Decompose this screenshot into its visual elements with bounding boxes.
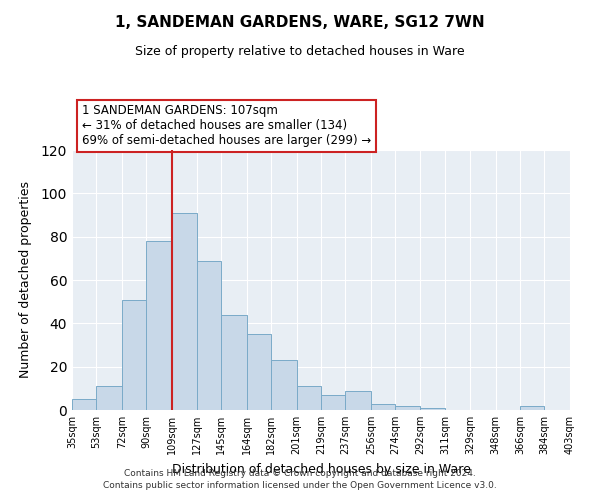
Bar xyxy=(97,386,122,410)
Text: Contains HM Land Registry data © Crown copyright and database right 2024.
Contai: Contains HM Land Registry data © Crown c… xyxy=(103,468,497,490)
Bar xyxy=(146,241,172,410)
Bar xyxy=(420,408,445,410)
Text: 1, SANDEMAN GARDENS, WARE, SG12 7WN: 1, SANDEMAN GARDENS, WARE, SG12 7WN xyxy=(115,15,485,30)
Bar xyxy=(172,213,197,410)
Bar xyxy=(296,386,321,410)
Bar xyxy=(122,300,146,410)
Text: 1 SANDEMAN GARDENS: 107sqm
← 31% of detached houses are smaller (134)
69% of sem: 1 SANDEMAN GARDENS: 107sqm ← 31% of deta… xyxy=(82,104,371,148)
Bar xyxy=(395,406,420,410)
Bar xyxy=(520,406,544,410)
Bar xyxy=(271,360,296,410)
Bar xyxy=(321,395,346,410)
Bar xyxy=(247,334,271,410)
Bar xyxy=(371,404,395,410)
Bar xyxy=(72,399,97,410)
Bar xyxy=(346,390,371,410)
Y-axis label: Number of detached properties: Number of detached properties xyxy=(19,182,32,378)
Text: Size of property relative to detached houses in Ware: Size of property relative to detached ho… xyxy=(135,45,465,58)
Bar xyxy=(197,260,221,410)
X-axis label: Distribution of detached houses by size in Ware: Distribution of detached houses by size … xyxy=(172,462,470,475)
Bar xyxy=(221,314,247,410)
